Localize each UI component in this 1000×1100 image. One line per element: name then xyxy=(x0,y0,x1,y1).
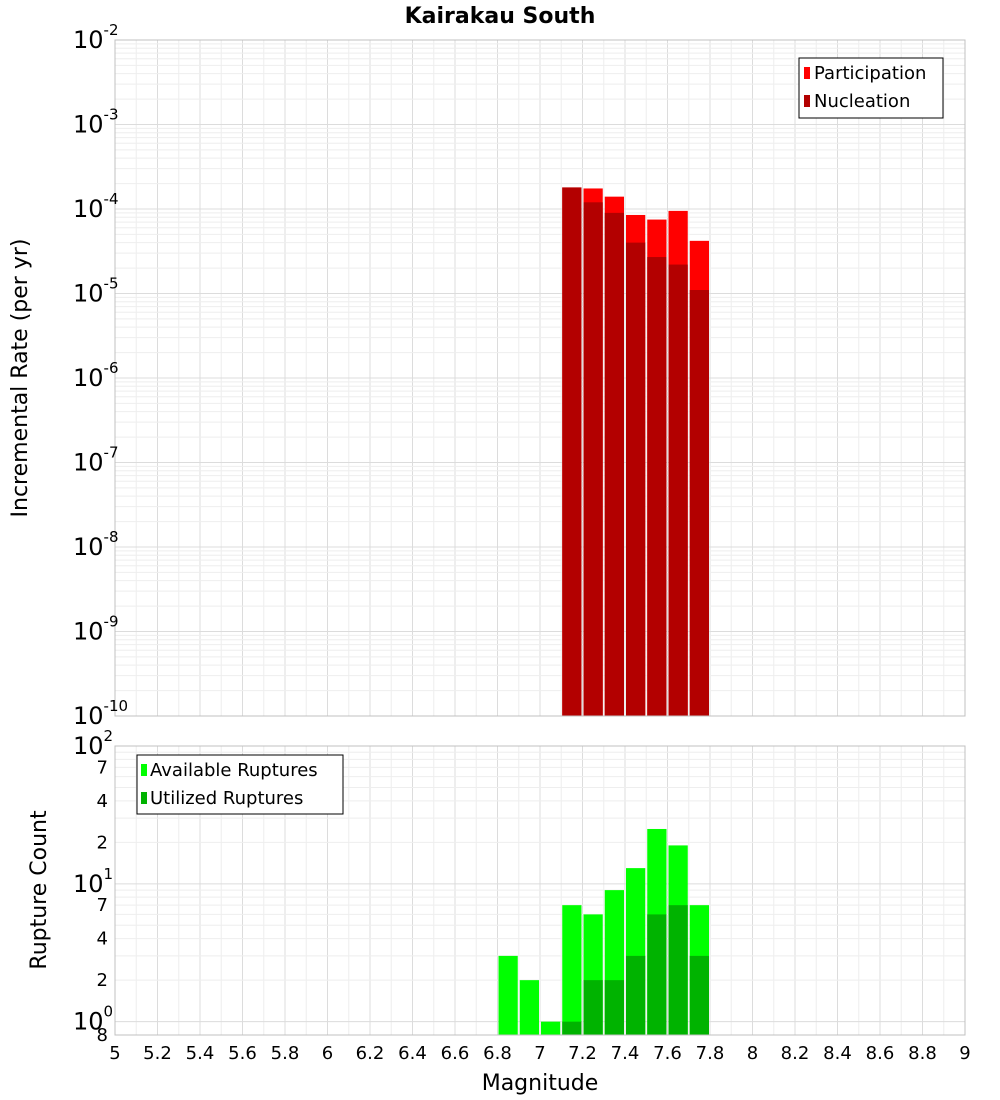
top-bar-nucleation-7.25 xyxy=(583,202,603,716)
legend-swatch-utilized xyxy=(141,792,147,804)
x-tick-label: 7.2 xyxy=(568,1043,597,1064)
x-tick-label: 7 xyxy=(534,1043,545,1064)
top-y-tick-exponent: -8 xyxy=(104,528,119,546)
x-tick-label: 9 xyxy=(959,1043,970,1064)
bottom-plot-frame xyxy=(114,745,966,1036)
x-tick-label: 6.2 xyxy=(356,1043,385,1064)
bottom-y-minor-tick-label: 4 xyxy=(97,929,108,950)
top-y-tick-label: 10-2 xyxy=(73,21,119,54)
bottom-y-minor-tick-label: 2 xyxy=(97,832,108,853)
bottom-y-tick-exponent: 0 xyxy=(104,1003,114,1021)
top-gridlines xyxy=(114,40,966,717)
bottom-bar-utilized-ruptures-7.75 xyxy=(689,955,709,1035)
top-bar-nucleation-7.35 xyxy=(604,212,624,716)
x-tick-label: 7.8 xyxy=(696,1043,725,1064)
bottom-bar-utilized-ruptures-7.15 xyxy=(562,1021,582,1035)
bottom-bar-available-ruptures-6.85 xyxy=(498,955,518,1035)
x-tick-label: 8.4 xyxy=(823,1043,852,1064)
x-tick-label: 8.2 xyxy=(781,1043,810,1064)
top-y-tick-exponent: -5 xyxy=(104,275,119,293)
top-y-tick-labels: 10-10 10-9 10-8 10-7 10-6 10-5 10-4 10-3 10-2 xyxy=(73,21,128,730)
x-tick-label: 5.2 xyxy=(143,1043,172,1064)
top-y-tick-exponent: -9 xyxy=(104,613,119,631)
bottom-y-axis-title: Rupture Count xyxy=(27,810,52,970)
x-tick-label: 6 xyxy=(322,1043,333,1064)
legend-label-nucleation: Nucleation xyxy=(814,91,910,112)
bottom-bar-utilized-ruptures-7.55 xyxy=(647,914,667,1035)
bottom-y-minor-tick-label: 4 xyxy=(97,791,108,812)
top-bar-nucleation-7.55 xyxy=(647,257,667,716)
x-tick-label: 5.6 xyxy=(228,1043,257,1064)
top-bar-nucleation-7.15 xyxy=(562,187,582,717)
legend-label-participation: Participation xyxy=(814,63,926,84)
top-y-axis-title: Incremental Rate (per yr) xyxy=(8,239,33,518)
bottom-bar-available-ruptures-7.15 xyxy=(562,905,582,1035)
legend-swatch-participation xyxy=(804,67,810,79)
bottom-legend-box xyxy=(136,754,344,815)
x-tick-label: 7.6 xyxy=(653,1043,682,1064)
x-tick-label: 6.4 xyxy=(398,1043,427,1064)
x-tick-label: 6.8 xyxy=(483,1043,512,1064)
top-y-tick-label: 10-9 xyxy=(73,613,119,646)
top-y-tick-label: 10-6 xyxy=(73,359,119,392)
top-y-tick-label: 10-4 xyxy=(73,190,119,223)
x-tick-label: 6.6 xyxy=(441,1043,470,1064)
top-y-tick-label: 10-5 xyxy=(73,275,119,308)
legend-swatch-available xyxy=(141,764,147,776)
bottom-y-minor-tick-label: 7 xyxy=(97,757,108,778)
x-tick-label: 8 xyxy=(747,1043,758,1064)
top-y-tick-exponent: -7 xyxy=(104,444,119,462)
bottom-bar-available-ruptures-6.95 xyxy=(519,980,539,1035)
bottom-bar-utilized-ruptures-7.25 xyxy=(583,980,603,1035)
bottom-y-label-8: 8 xyxy=(97,1025,108,1046)
chart-title: Kairakau South xyxy=(405,4,596,29)
top-y-tick-exponent: -2 xyxy=(104,21,119,39)
bottom-y-minor-tick-label: 7 xyxy=(97,895,108,916)
top-bar-nucleation-7.45 xyxy=(626,242,646,717)
top-y-tick-exponent: -10 xyxy=(104,697,129,715)
bottom-bar-available-ruptures-7.05 xyxy=(541,1021,561,1035)
top-y-tick-label: 10-10 xyxy=(73,697,128,730)
x-tick-label: 8.8 xyxy=(908,1043,937,1064)
bottom-y-tick-exponent: 2 xyxy=(104,727,114,745)
top-y-tick-label: 10-7 xyxy=(73,444,119,477)
bottom-bars xyxy=(498,828,709,1035)
x-axis-title: Magnitude xyxy=(482,1071,599,1096)
x-tick-label: 7.4 xyxy=(611,1043,640,1064)
bottom-y-tick-label: 102 xyxy=(73,727,113,760)
top-plot-frame xyxy=(114,39,966,717)
x-tick-label: 8.6 xyxy=(866,1043,895,1064)
top-bars xyxy=(562,187,709,717)
x-tick-label: 5.4 xyxy=(186,1043,215,1064)
legend-swatch-nucleation xyxy=(804,95,810,107)
bottom-bar-utilized-ruptures-7.35 xyxy=(604,980,624,1035)
top-legend-box xyxy=(798,57,944,119)
top-y-tick-exponent: -3 xyxy=(104,106,119,124)
top-y-tick-label: 10-3 xyxy=(73,106,119,139)
bottom-legend: Available Ruptures Utilized Ruptures xyxy=(136,754,344,815)
bottom-y-tick-label: 101 xyxy=(73,865,113,898)
x-tick-label: 5 xyxy=(109,1043,120,1064)
top-y-tick-exponent: -6 xyxy=(104,359,119,377)
top-y-tick-exponent: -4 xyxy=(104,190,119,208)
bottom-y-minor-tick-label: 2 xyxy=(97,970,108,991)
x-tick-labels: 5 5.2 5.4 5.6 5.8 6 6.2 6.4 6.6 6.8 7 7.2 7.4 7.6 7.8 8… xyxy=(109,1043,970,1064)
bottom-y-tick-exponent: 1 xyxy=(104,865,114,883)
top-bar-nucleation-7.65 xyxy=(668,264,688,716)
x-tick-label: 5.8 xyxy=(271,1043,300,1064)
bottom-bar-utilized-ruptures-7.65 xyxy=(668,905,688,1035)
top-legend: Participation Nucleation xyxy=(798,57,944,119)
legend-label-available: Available Ruptures xyxy=(150,760,318,781)
top-y-tick-label: 10-8 xyxy=(73,528,119,561)
top-bar-nucleation-7.75 xyxy=(689,290,709,716)
legend-label-utilized: Utilized Ruptures xyxy=(150,788,303,809)
bottom-bar-utilized-ruptures-7.45 xyxy=(626,955,646,1035)
